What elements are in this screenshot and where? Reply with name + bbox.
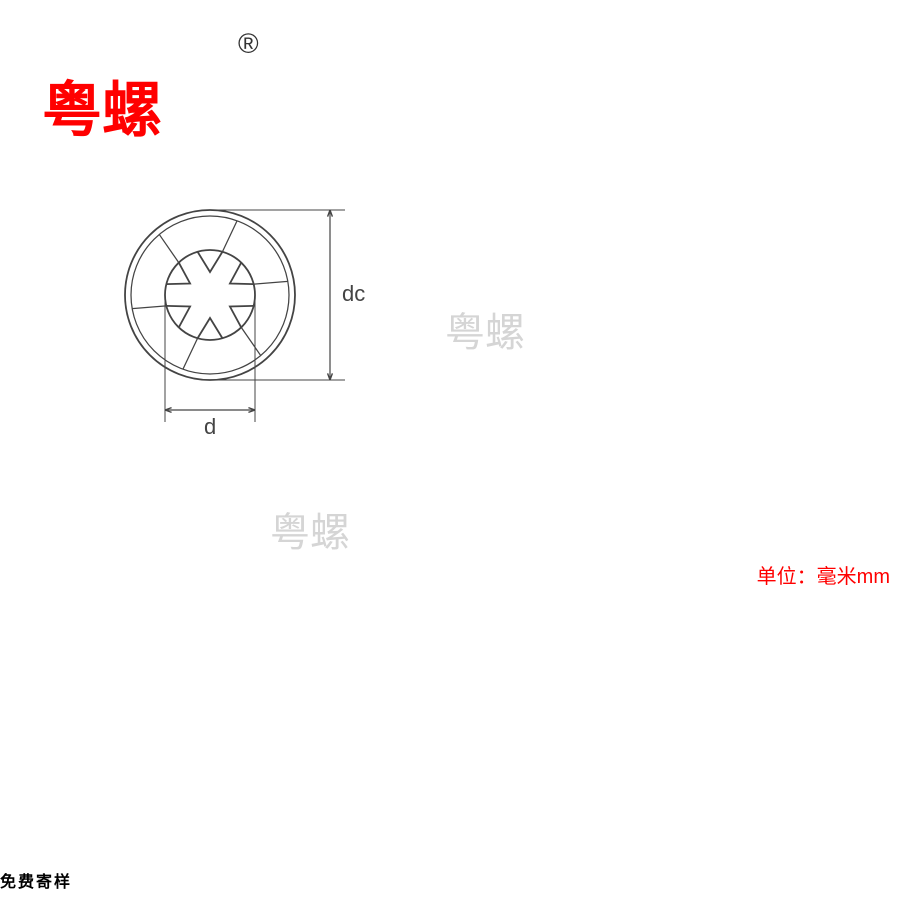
watermark: 粤螺: [270, 500, 350, 558]
svg-text:d: d: [204, 414, 216, 439]
unit-note: 单位：毫米mm: [757, 560, 890, 589]
footer-right-text: 可开专票 支持快递代收货款: [711, 840, 920, 920]
washer-side-diagram: [540, 175, 740, 465]
footer-left-text: 免费寄样: [0, 840, 72, 920]
registered-mark: ®: [238, 28, 259, 60]
footer-banner: 免费寄样 可开专票 支持快递代收货款: [0, 840, 920, 920]
washer-front-diagram: dc d: [115, 200, 455, 450]
brand-logo: 粤螺: [42, 62, 162, 149]
watermark: 粤螺: [445, 300, 525, 358]
svg-text:dc: dc: [342, 281, 365, 306]
